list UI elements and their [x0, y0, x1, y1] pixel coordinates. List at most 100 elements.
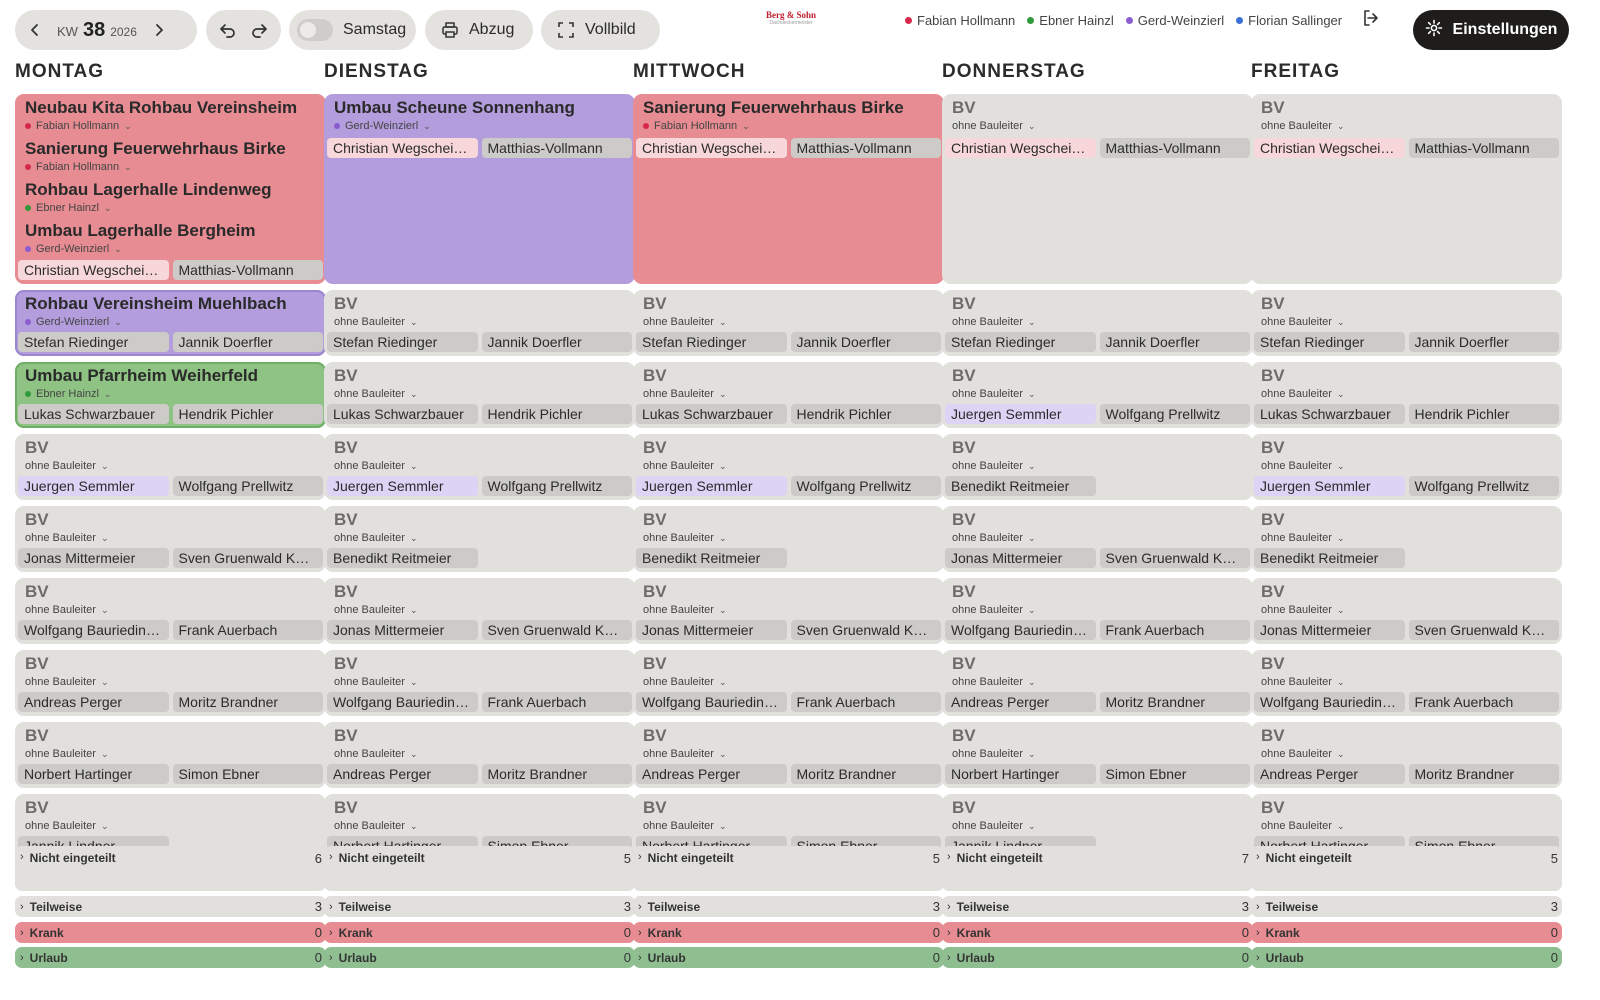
redo-icon[interactable]	[246, 17, 272, 43]
worker-chip[interactable]: Wolfgang Bauriedinger	[636, 692, 787, 712]
bauleiter-select[interactable]: ohne Bauleiter ⌄	[25, 459, 316, 473]
worker-chip[interactable]: Andreas Perger	[1254, 764, 1405, 784]
assignment-card[interactable]: BV ohne Bauleiter ⌄ Jonas Mittermeier Sven G…	[324, 578, 635, 644]
worker-chip[interactable]: Simon Ebner	[172, 764, 323, 784]
bauleiter-select[interactable]: ohne Bauleiter ⌄	[334, 675, 625, 689]
vacation-bar[interactable]: › Urlaub 0	[633, 947, 944, 968]
bauleiter-select[interactable]: ohne Bauleiter ⌄	[1261, 387, 1552, 401]
worker-chip[interactable]: Moritz Brandner	[1099, 692, 1250, 712]
worker-chip[interactable]: Christian Wegscheider	[18, 260, 169, 280]
assignment-card[interactable]: BV ohne Bauleiter ⌄ Benedikt Reitmeier	[633, 506, 944, 572]
worker-chip[interactable]: Wolfgang Prellwitz	[790, 476, 941, 496]
bauleiter-select[interactable]: ohne Bauleiter ⌄	[952, 531, 1243, 545]
bauleiter-select[interactable]: ohne Bauleiter ⌄	[334, 387, 625, 401]
bauleiter-select[interactable]: ohne Bauleiter ⌄	[334, 531, 625, 545]
project-title[interactable]: BV	[334, 510, 358, 529]
bauleiter-select[interactable]: ohne Bauleiter ⌄	[25, 675, 316, 689]
bauleiter-select[interactable]: Ebner Hainzl ⌄	[25, 387, 316, 401]
project-title[interactable]: BV	[643, 294, 667, 313]
not-assigned-bar[interactable]: › Nicht eingeteilt 7	[942, 846, 1253, 891]
project-title[interactable]: BV	[1261, 438, 1285, 457]
assignment-card[interactable]: BV ohne Bauleiter ⌄ Andreas Perger Moritz Br…	[942, 650, 1253, 716]
assignment-card[interactable]: Umbau Scheune Sonnenhang Gerd-Weinzierl ⌄ C…	[324, 94, 635, 284]
project-title[interactable]: BV	[643, 726, 667, 745]
project-title[interactable]: BV	[643, 510, 667, 529]
bauleiter-select[interactable]: ohne Bauleiter ⌄	[952, 747, 1243, 761]
worker-chip[interactable]: Juergen Semmler	[1254, 476, 1405, 496]
bauleiter-select[interactable]: ohne Bauleiter ⌄	[643, 675, 934, 689]
worker-chip[interactable]: Stefan Riedinger	[18, 332, 169, 352]
assignment-card[interactable]: BV ohne Bauleiter ⌄ Wolfgang Bauriedinger Fr…	[633, 650, 944, 716]
assignment-card[interactable]: BV ohne Bauleiter ⌄ Jonas Mittermeier Sven G…	[15, 506, 326, 572]
bauleiter-select[interactable]: Gerd-Weinzierl ⌄	[334, 119, 625, 133]
worker-chip[interactable]: Matthias-Vollmann	[790, 138, 941, 158]
worker-chip[interactable]: Moritz Brandner	[481, 764, 632, 784]
assignment-card[interactable]: BV ohne Bauleiter ⌄ Andreas Perger Moritz Br…	[1251, 722, 1562, 788]
worker-chip[interactable]: Lukas Schwarzbauer	[327, 404, 478, 424]
project-title[interactable]: BV	[952, 726, 976, 745]
worker-chip[interactable]: Hendrik Pichler	[481, 404, 632, 424]
assignment-card[interactable]: BV ohne Bauleiter ⌄ Wolfgang Bauriedinger Fr…	[1251, 650, 1562, 716]
bauleiter-select[interactable]: ohne Bauleiter ⌄	[1261, 675, 1552, 689]
project-title[interactable]: Sanierung Feuerwehrhaus Birke	[643, 98, 904, 117]
worker-chip[interactable]: Matthias-Vollmann	[1408, 138, 1559, 158]
worker-chip[interactable]: Jonas Mittermeier	[636, 620, 787, 640]
worker-chip[interactable]: Juergen Semmler	[945, 404, 1096, 424]
bauleiter-select[interactable]: ohne Bauleiter ⌄	[334, 603, 625, 617]
bauleiter-select[interactable]: ohne Bauleiter ⌄	[1261, 819, 1552, 833]
worker-chip[interactable]: Moritz Brandner	[172, 692, 323, 712]
bauleiter-select[interactable]: ohne Bauleiter ⌄	[25, 531, 316, 545]
worker-chip[interactable]: Simon Ebner	[1099, 764, 1250, 784]
bauleiter-select[interactable]: Fabian Hollmann ⌄	[643, 119, 934, 133]
project-title[interactable]: Sanierung Feuerwehrhaus Birke	[25, 139, 286, 158]
assignment-card[interactable]: BV ohne Bauleiter ⌄ Andreas Perger Moritz Br…	[633, 722, 944, 788]
project-title[interactable]: BV	[952, 798, 976, 817]
assignment-card[interactable]: BV ohne Bauleiter ⌄ Juergen Semmler Wolfgang…	[1251, 434, 1562, 500]
bauleiter-select[interactable]: ohne Bauleiter ⌄	[952, 603, 1243, 617]
worker-chip[interactable]: Hendrik Pichler	[790, 404, 941, 424]
assignment-card[interactable]: BV ohne Bauleiter ⌄ Benedikt Reitmeier	[324, 506, 635, 572]
assignment-card[interactable]: BV ohne Bauleiter ⌄ Christian Wegscheider Ma…	[1251, 94, 1562, 284]
worker-chip[interactable]: Stefan Riedinger	[327, 332, 478, 352]
project-title[interactable]: BV	[643, 366, 667, 385]
project-title[interactable]: BV	[952, 366, 976, 385]
project-title[interactable]: BV	[25, 438, 49, 457]
project-title[interactable]: BV	[952, 294, 976, 313]
worker-chip[interactable]: Sven Gruenwald Kessler	[1408, 620, 1559, 640]
bauleiter-select[interactable]: ohne Bauleiter ⌄	[25, 603, 316, 617]
assignment-card[interactable]: BV ohne Bauleiter ⌄ Lukas Schwarzbauer Hendr…	[633, 362, 944, 428]
worker-chip[interactable]: Jannik Doerfler	[1408, 332, 1559, 352]
worker-chip[interactable]: Sven Gruenwald Kessler	[172, 548, 323, 568]
project-title[interactable]: BV	[334, 294, 358, 313]
worker-chip[interactable]: Frank Auerbach	[1408, 692, 1559, 712]
project-title[interactable]: BV	[643, 798, 667, 817]
vacation-bar[interactable]: › Urlaub 0	[1251, 947, 1562, 968]
assignment-card[interactable]: BV ohne Bauleiter ⌄ Stefan Riedinger Jannik …	[633, 290, 944, 356]
sick-bar[interactable]: › Krank 0	[324, 922, 635, 943]
project-title[interactable]: Rohbau Vereinsheim Muehlbach	[25, 294, 287, 313]
worker-chip[interactable]: Jannik Doerfler	[790, 332, 941, 352]
worker-chip[interactable]: Andreas Perger	[945, 692, 1096, 712]
worker-chip[interactable]: Juergen Semmler	[636, 476, 787, 496]
project-title[interactable]: Umbau Lagerhalle Bergheim	[25, 221, 256, 240]
bauleiter-select[interactable]: ohne Bauleiter ⌄	[25, 819, 316, 833]
project-title[interactable]: BV	[643, 582, 667, 601]
bauleiter-select[interactable]: ohne Bauleiter ⌄	[952, 119, 1243, 133]
worker-chip[interactable]: Andreas Perger	[327, 764, 478, 784]
project-title[interactable]: BV	[1261, 294, 1285, 313]
project-title[interactable]: BV	[1261, 798, 1285, 817]
worker-chip[interactable]: Hendrik Pichler	[1408, 404, 1559, 424]
worker-chip[interactable]: Jonas Mittermeier	[1254, 620, 1405, 640]
assignment-card[interactable]: BV ohne Bauleiter ⌄ Stefan Riedinger Jannik …	[1251, 290, 1562, 356]
settings-button[interactable]: Einstellungen	[1413, 10, 1569, 50]
assignment-card[interactable]: BV ohne Bauleiter ⌄ Andreas Perger Moritz Br…	[15, 650, 326, 716]
project-title[interactable]: BV	[25, 582, 49, 601]
worker-chip[interactable]: Lukas Schwarzbauer	[1254, 404, 1405, 424]
project-title[interactable]: BV	[952, 582, 976, 601]
worker-chip[interactable]: Sven Gruenwald Kessler	[1099, 548, 1250, 568]
project-title[interactable]: BV	[643, 654, 667, 673]
worker-chip[interactable]: Matthias-Vollmann	[481, 138, 632, 158]
worker-chip[interactable]: Stefan Riedinger	[636, 332, 787, 352]
worker-chip[interactable]: Wolfgang Bauriedinger	[18, 620, 169, 640]
